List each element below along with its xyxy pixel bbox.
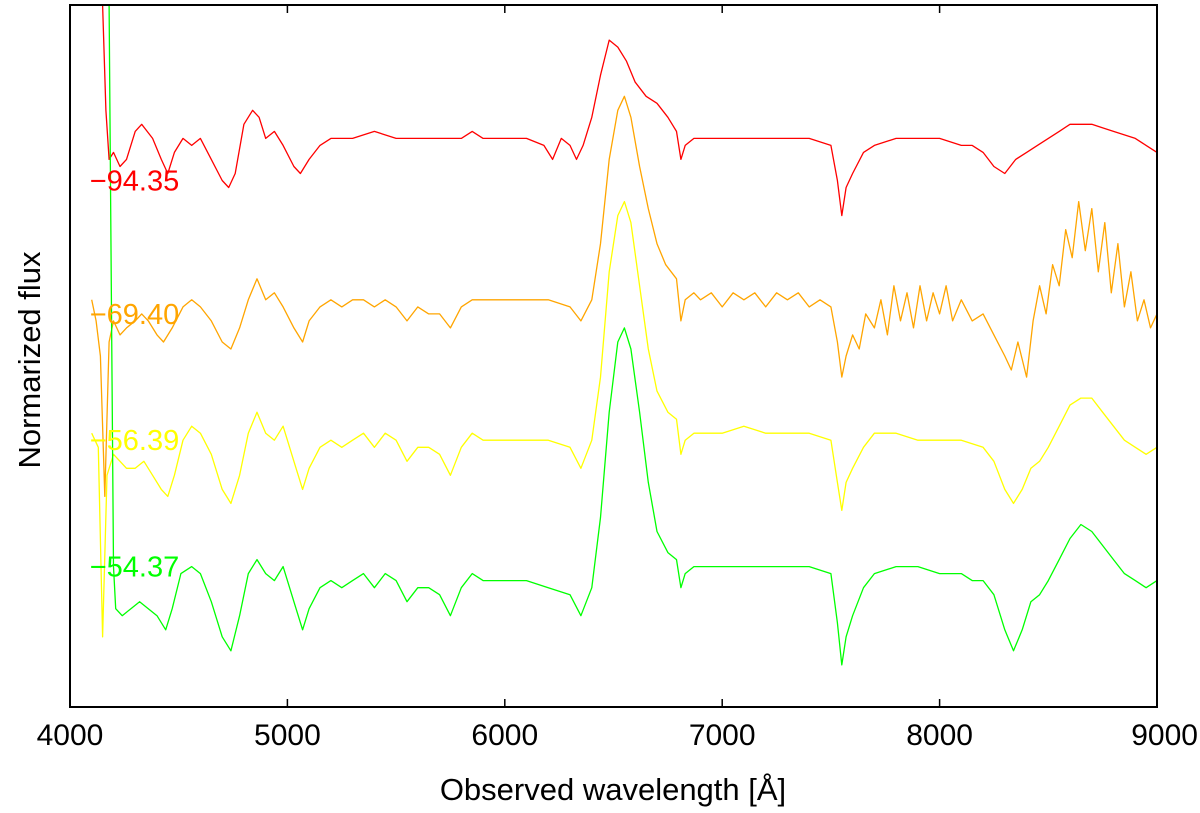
x-tick-label-4: 7000: [689, 719, 756, 752]
plot-frame: [69, 4, 1158, 708]
series-label-4: −54.37: [90, 552, 180, 584]
series-line-3: [91, 200, 1157, 638]
series-labels: −94.35 −69.40 −56.39 −54.37: [90, 166, 180, 584]
x-tick-label-1: 4000: [37, 719, 104, 752]
y-axis-title: Normarized flux: [12, 251, 47, 469]
series-label-1: −94.35: [90, 166, 180, 198]
x-tick-label-5: 8000: [906, 719, 973, 752]
x-axis-title: Observed wavelength [Å]: [440, 772, 786, 807]
x-tick-label-2: 5000: [254, 719, 321, 752]
x-tick-label-3: 6000: [471, 719, 538, 752]
x-axis-ticks: 4000 5000 6000 7000 8000 9000: [37, 5, 1198, 752]
series-line-2: [91, 95, 1157, 498]
x-tick-label-6: 9000: [1131, 719, 1198, 752]
series-line-4: [108, 5, 1157, 666]
series-lines: [91, 5, 1157, 666]
series-label-3: −56.39: [90, 425, 180, 457]
series-label-2: −69.40: [90, 299, 180, 331]
series-line-1: [91, 5, 1157, 217]
